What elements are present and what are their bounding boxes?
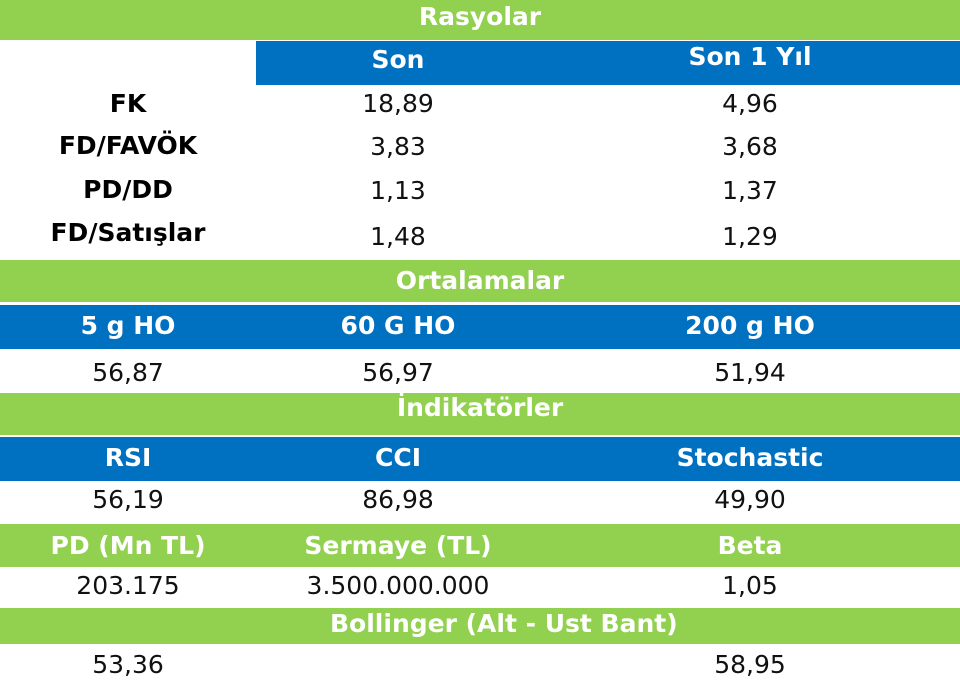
cell: 56,97	[362, 358, 434, 387]
column-header: CCI	[375, 443, 421, 472]
cell: 4,96	[722, 89, 778, 118]
section-band	[0, 524, 960, 567]
column-header: Beta	[717, 531, 783, 560]
section-title: Ortalamalar	[395, 266, 565, 295]
column-header: Son 1 Yıl	[688, 42, 812, 71]
column-header: Stochastic	[676, 443, 824, 472]
column-header: 60 G HO	[340, 311, 456, 340]
column-header: PD (Mn TL)	[50, 531, 206, 560]
header-band	[0, 437, 960, 481]
cell: 1,29	[722, 222, 778, 251]
section-title: Rasyolar	[418, 2, 542, 31]
cell: 1,48	[370, 222, 426, 251]
section-title: İndikatörler	[396, 393, 564, 422]
row-label: FD/FAVÖK	[58, 131, 198, 160]
cell: 3,83	[370, 132, 426, 161]
cell: 3,68	[722, 132, 778, 161]
section-band	[0, 260, 960, 302]
cell: 18,89	[362, 89, 434, 118]
cell: 86,98	[362, 485, 434, 514]
column-header: Son	[371, 45, 425, 74]
section-band	[0, 393, 960, 435]
cell: 56,87	[92, 358, 164, 387]
cell: 56,19	[92, 485, 164, 514]
cell: 1,13	[370, 176, 426, 205]
cell: 3.500.000.000	[306, 571, 490, 600]
section-title: Bollinger (Alt - Ust Bant)	[330, 609, 678, 638]
column-header: Sermaye (TL)	[304, 531, 492, 560]
section-band	[0, 0, 960, 40]
row-label: FK	[109, 89, 147, 118]
column-header: 5 g HO	[80, 311, 176, 340]
section-band	[0, 608, 960, 644]
column-header: 200 g HO	[685, 311, 815, 340]
cell: 1,37	[722, 176, 778, 205]
cell: 53,36	[92, 650, 164, 679]
cell: 51,94	[714, 358, 786, 387]
cell: 1,05	[722, 571, 778, 600]
row-label: FD/Satışlar	[50, 218, 206, 247]
column-header: RSI	[104, 443, 152, 472]
cell: 58,95	[714, 650, 786, 679]
cell: 203.175	[76, 571, 180, 600]
header-band	[0, 305, 960, 349]
row-label: PD/DD	[83, 175, 173, 204]
header-band	[256, 41, 960, 85]
cell: 49,90	[714, 485, 786, 514]
